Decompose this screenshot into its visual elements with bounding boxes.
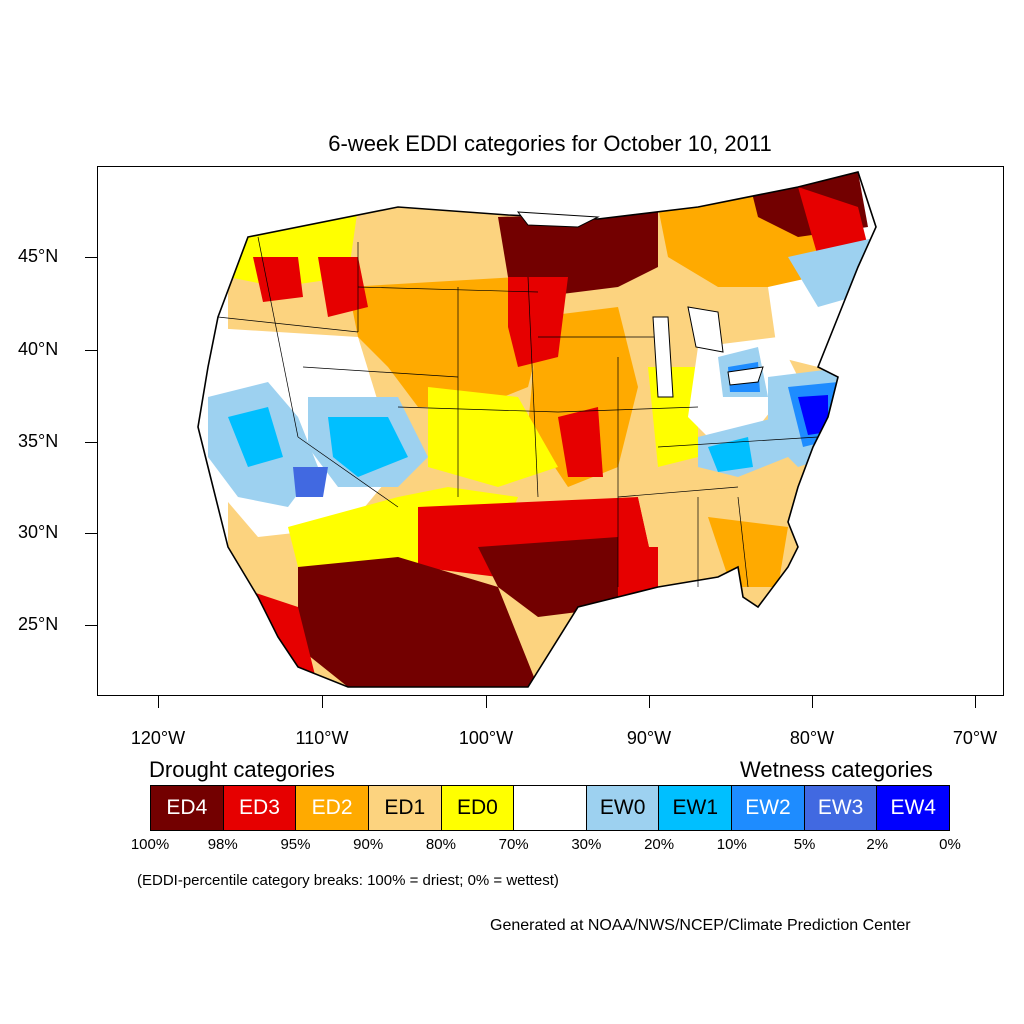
lat-label-40: 40°N [18, 339, 59, 359]
percentile-break-label: 2% [866, 836, 889, 853]
legend-box-ed2: ED2 [296, 786, 369, 830]
us-map-graphic [197, 171, 877, 688]
lon-label-80w: 80°W [789, 728, 835, 748]
legend-box-ew3: EW3 [804, 786, 878, 830]
lat-label-35: 35°N [18, 431, 59, 451]
great-lakes [516, 211, 764, 398]
legend-box-ew1: EW1 [659, 786, 733, 830]
percentile-break-label: 98% [207, 836, 238, 853]
lon-tick [975, 696, 976, 708]
map-title: 6-week EDDI categories for October 10, 2… [328, 131, 772, 156]
eddi-map [97, 166, 1004, 696]
wetness-categories-heading: Wetness categories [740, 757, 933, 782]
percentile-break-label: 90% [353, 836, 384, 853]
percentile-break-label: 20% [644, 836, 675, 853]
lat-tick [85, 625, 97, 626]
legend-box-ed0: ED0 [441, 786, 515, 830]
category-legend: ED4 ED3 ED2 ED1 ED0 EW0 EW1 EW2 EW3 EW4 [150, 785, 950, 831]
lat-tick [85, 442, 97, 443]
percentile-break-label: 10% [716, 836, 747, 853]
lon-tick [486, 696, 487, 708]
state-borders [217, 236, 819, 588]
percentile-break-label: 5% [793, 836, 816, 853]
percentile-break-label: 95% [280, 836, 311, 853]
legend-box-ed3: ED3 [223, 786, 297, 830]
legend-box-ew2: EW2 [732, 786, 805, 830]
category-note: (EDDI-percentile category breaks: 100% =… [137, 872, 559, 889]
lon-label-90w: 90°W [626, 728, 672, 748]
coastline [197, 171, 877, 688]
drought-categories-heading: Drought categories [149, 757, 335, 782]
percentile-break-label: 100% [130, 836, 170, 853]
lon-tick [649, 696, 650, 708]
percentile-break-label: 0% [939, 836, 961, 853]
lon-tick [812, 696, 813, 708]
lon-label-110w: 110°W [295, 728, 349, 748]
lat-label-30: 30°N [18, 522, 59, 542]
lat-label-45: 45°N [18, 246, 59, 266]
percentile-break-label: 80% [425, 836, 456, 853]
lon-label-120w: 120°W [130, 728, 186, 748]
percentile-break-label: 30% [571, 836, 602, 853]
legend-box-ew0: EW0 [586, 786, 660, 830]
credit-line: Generated at NOAA/NWS/NCEP/Climate Predi… [490, 917, 911, 934]
legend-box-ed1: ED1 [368, 786, 442, 830]
lat-tick [85, 350, 97, 351]
lon-label-100w: 100°W [458, 728, 514, 748]
lat-tick [85, 257, 97, 258]
lon-tick [158, 696, 159, 708]
percentile-break-label: 70% [498, 836, 529, 853]
lon-tick [322, 696, 323, 708]
lat-tick [85, 533, 97, 534]
lat-label-25: 25°N [18, 614, 59, 634]
legend-box-ed4: ED4 [151, 786, 224, 830]
lon-label-70w: 70°W [952, 728, 998, 748]
legend-box-ew4: EW4 [877, 786, 950, 830]
legend-box-neutral [514, 786, 587, 830]
